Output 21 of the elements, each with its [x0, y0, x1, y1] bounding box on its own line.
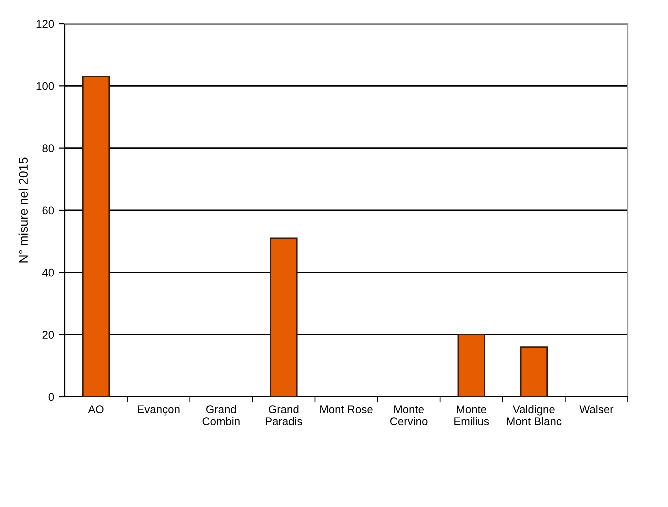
- x-tick-label: Monte Cervino: [390, 406, 428, 426]
- y-tick-label: 40: [42, 268, 54, 277]
- x-tick-label: Evançon: [138, 406, 180, 416]
- bar: [82, 76, 110, 397]
- y-axis-title: N° misure nel 2015: [18, 158, 28, 263]
- y-tick-label: 60: [42, 206, 54, 215]
- y-tick-label: 120: [36, 20, 54, 28]
- y-tick-label: 100: [36, 82, 54, 90]
- bar: [270, 238, 298, 397]
- x-tick-label: Mont Rose: [320, 406, 373, 414]
- x-tick-label: Monte Emilius: [454, 406, 490, 426]
- y-tick-label: 80: [42, 144, 54, 152]
- x-tick-label: Walser: [580, 405, 614, 414]
- bar: [520, 346, 548, 397]
- bar: [458, 334, 486, 397]
- x-tick-label: AO: [88, 406, 104, 414]
- y-tick-label: 20: [42, 331, 54, 339]
- x-tick-label: Grand Paradis: [266, 405, 302, 426]
- x-tick-label: Valdigne Mont Blanc: [507, 405, 562, 426]
- x-tick-label: Grand Combin: [202, 405, 240, 426]
- y-tick-label: 0: [48, 393, 54, 402]
